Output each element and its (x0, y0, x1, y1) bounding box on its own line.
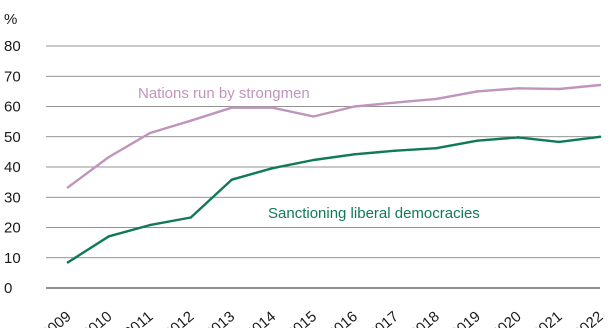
x-tick-label: 2009 (38, 308, 74, 328)
y-tick-label: 10 (4, 250, 21, 267)
gridlines (46, 45, 600, 289)
data-point (271, 106, 274, 109)
x-tick-label: 2018 (406, 308, 442, 328)
data-point (312, 158, 315, 162)
data-point (598, 135, 602, 138)
y-axis: 0 10 20 30 40 50 60 70 80 (4, 38, 21, 297)
data-point (66, 261, 70, 264)
y-tick-label: 0 (4, 280, 12, 297)
x-tick-label: 2010 (79, 308, 115, 328)
data-point (189, 119, 192, 122)
series-labels: Nations run by strongmen Sanctioning libe… (138, 85, 480, 222)
data-point (230, 178, 233, 181)
data-point (557, 140, 561, 144)
data-point (189, 216, 192, 219)
y-tick-label: 80 (4, 38, 21, 55)
data-point (312, 115, 315, 118)
y-tick-label: 70 (4, 68, 21, 85)
data-point (394, 149, 397, 152)
x-tick-label: 2016 (325, 308, 361, 328)
data-point (394, 101, 397, 104)
x-tick-label: 2020 (488, 308, 524, 328)
data-point (107, 155, 111, 159)
x-tick-label: 2012 (161, 308, 197, 328)
data-point (476, 139, 479, 142)
data-point (516, 87, 520, 90)
y-tick-label: 30 (4, 189, 21, 206)
data-point (435, 97, 438, 101)
series-line-1 (66, 135, 602, 264)
y-tick-label: 40 (4, 159, 21, 176)
y-tick-label: 20 (4, 220, 21, 237)
x-tick-label: 2015 (284, 308, 320, 328)
data-point (271, 167, 274, 170)
x-tick-label: 2019 (447, 308, 483, 328)
data-point (107, 235, 111, 238)
series-line-0 (66, 83, 602, 189)
data-point (435, 147, 438, 150)
data-point (353, 105, 356, 108)
data-point (148, 223, 152, 227)
data-point (557, 87, 561, 91)
y-tick-label: 50 (4, 129, 21, 146)
data-point (66, 186, 70, 189)
x-tick-label: 2021 (529, 308, 565, 328)
x-tick-label: 2017 (365, 308, 401, 328)
series-label-1: Sanctioning liberal democracies (268, 205, 480, 222)
y-axis-unit-label: % (4, 11, 17, 28)
series (66, 83, 602, 264)
data-point (148, 131, 152, 135)
series-label-0: Nations run by strongmen (138, 85, 310, 102)
data-point (353, 153, 356, 156)
data-point (598, 83, 602, 87)
x-axis: 2009 2010 2011 2012 2013 2014 2015 2016 2017 2018… (38, 308, 606, 328)
x-tick-label: 2022 (570, 308, 606, 328)
x-tick-label: 2011 (121, 308, 157, 328)
y-tick-label: 60 (4, 99, 21, 116)
x-tick-label: 2013 (202, 308, 238, 328)
x-tick-label: 2014 (243, 308, 279, 328)
data-point (230, 106, 233, 109)
data-point (516, 136, 520, 139)
data-point (476, 90, 479, 93)
